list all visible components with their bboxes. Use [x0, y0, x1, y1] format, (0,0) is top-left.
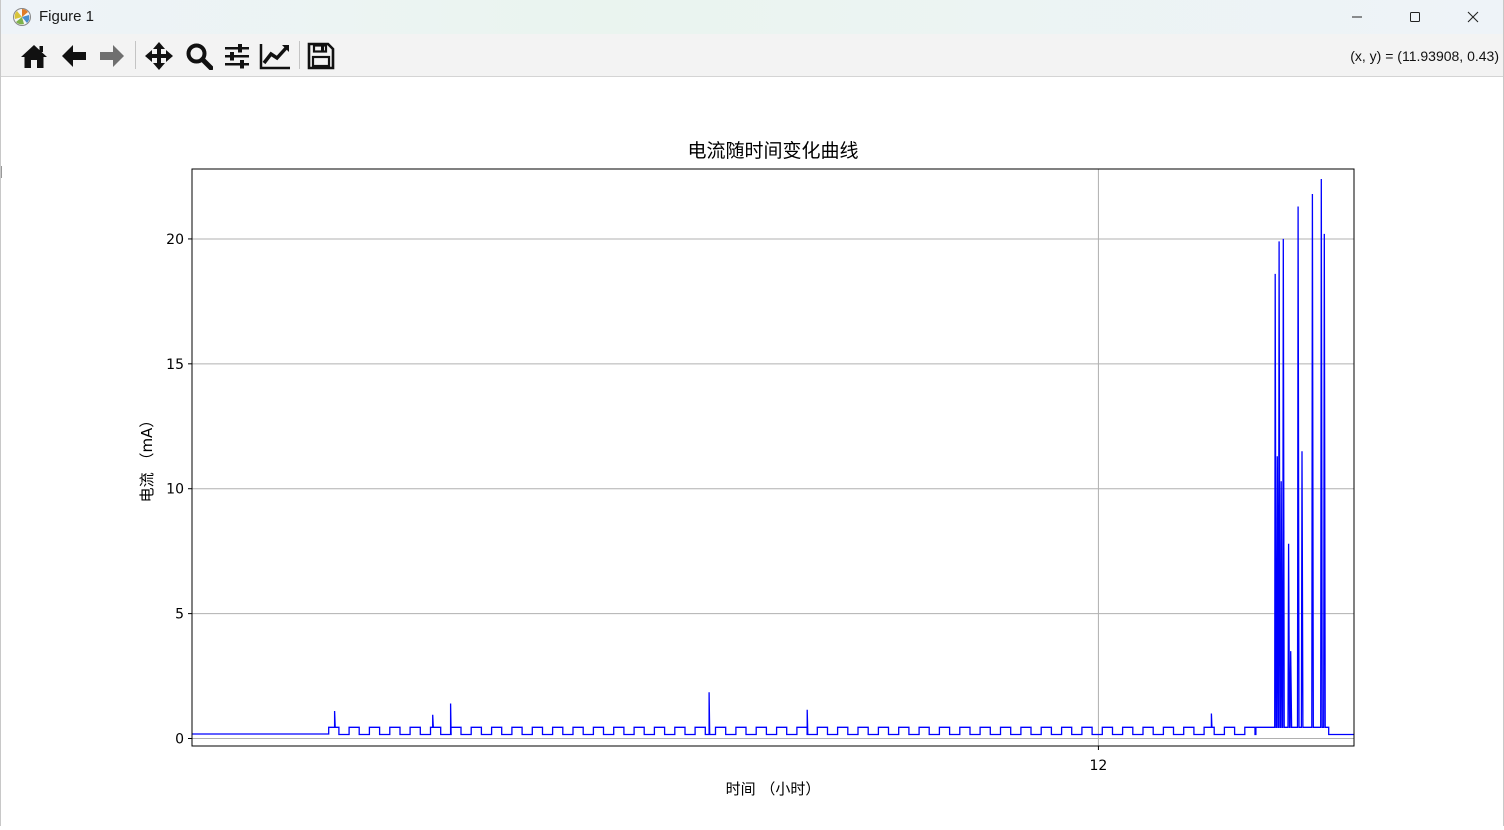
window-title: Figure 1	[39, 8, 95, 25]
y-tick-label: 15	[166, 357, 184, 373]
toolbar-separator	[299, 41, 300, 69]
maximize-icon	[1410, 12, 1420, 22]
sliders-icon	[225, 44, 249, 69]
matplotlib-icon	[13, 8, 31, 26]
move-icon	[145, 42, 173, 70]
toolbar-separator	[135, 41, 136, 69]
home-icon	[21, 45, 47, 68]
y-tick-label: 10	[166, 482, 184, 498]
figure-canvas[interactable]: 0 5 10 15 20 12 电流随时间变化曲线 时间 （小时） 电流 （mA）	[1, 77, 1503, 826]
minimize-icon	[1352, 16, 1362, 18]
navigation-toolbar: (x, y) = (11.93908, 0.43)	[1, 34, 1503, 77]
cursor-coordinates: (x, y) = (11.93908, 0.43)	[1350, 48, 1499, 64]
zoom-button[interactable]	[182, 40, 216, 72]
floppy-disk-icon	[307, 42, 335, 70]
axes-frame	[191, 168, 1355, 747]
pan-button[interactable]	[142, 40, 176, 72]
current-chart[interactable]: 0 5 10 15 20 12 电流随时间变化曲线 时间 （小时） 电流 （mA）	[1, 77, 1503, 826]
x-axis-label: 时间 （小时）	[726, 780, 821, 798]
canvas-edge-marker	[1, 166, 5, 178]
magnifier-icon	[186, 43, 213, 70]
line-chart-icon	[259, 44, 290, 70]
current-series-line	[192, 178, 1354, 736]
edit-axis-button[interactable]	[258, 40, 292, 72]
x-axis-ticks: 12	[1090, 746, 1108, 774]
y-axis-ticks: 0 5 10 15 20	[166, 232, 192, 748]
maximize-button[interactable]	[1386, 0, 1444, 34]
y-axis-label: 电流 （mA）	[138, 413, 156, 503]
chart-title: 电流随时间变化曲线	[687, 140, 858, 162]
x-tick-label: 12	[1090, 758, 1108, 774]
configure-subplots-button[interactable]	[220, 40, 254, 72]
forward-button[interactable]	[95, 40, 129, 72]
close-icon	[1467, 11, 1479, 23]
arrow-right-icon	[100, 45, 124, 67]
y-tick-label: 20	[166, 232, 184, 248]
arrow-left-icon	[62, 45, 86, 67]
save-button[interactable]	[304, 40, 338, 72]
close-button[interactable]	[1444, 0, 1502, 34]
y-tick-label: 0	[175, 732, 184, 748]
home-button[interactable]	[17, 40, 51, 72]
y-tick-label: 5	[175, 607, 184, 623]
title-bar[interactable]: Figure 1	[1, 0, 1503, 34]
back-button[interactable]	[57, 40, 91, 72]
minimize-button[interactable]	[1328, 0, 1386, 34]
grid-lines	[192, 169, 1354, 746]
